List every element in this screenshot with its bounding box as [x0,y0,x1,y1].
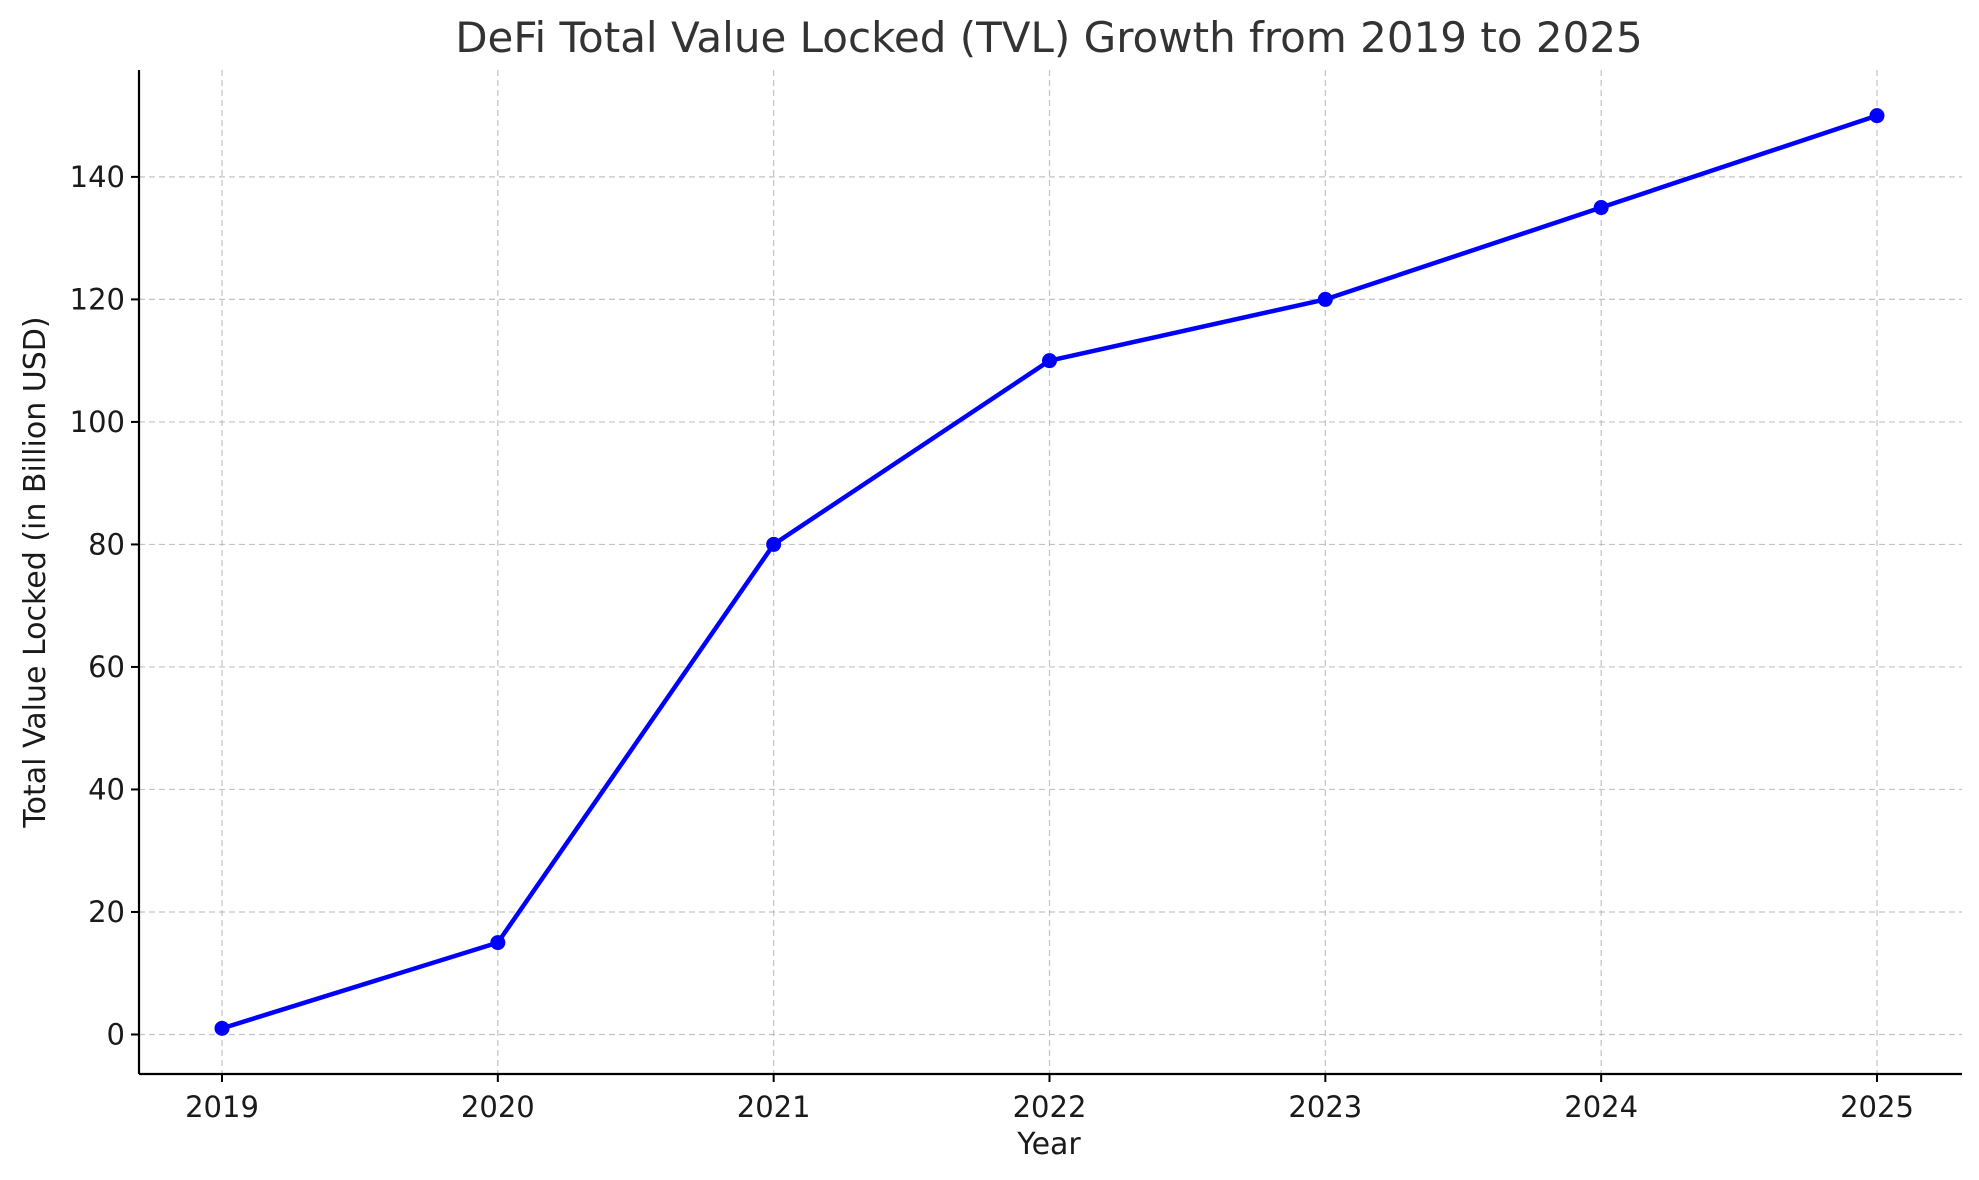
y-tick-label: 80 [88,527,125,561]
x-tick-label: 2019 [185,1090,259,1124]
y-tick-label: 140 [70,160,125,194]
tick-layer: 2019 2020 2021 2022 2023 2024 2025 0 20 40 60 80 100… [70,160,1914,1124]
data-point [1593,200,1609,216]
y-tick-label: 100 [70,405,125,439]
x-tick-label: 2023 [1288,1090,1362,1124]
data-point [1317,291,1333,307]
y-tick-label: 60 [88,650,125,684]
chart-title: DeFi Total Value Locked (TVL) Growth fro… [455,13,1643,62]
x-tick-label: 2025 [1840,1090,1914,1124]
x-tick-label: 2024 [1564,1090,1638,1124]
axes-layer [137,70,1962,1076]
x-tick-label: 2020 [461,1090,535,1124]
x-tick-label: 2021 [737,1090,811,1124]
x-axis-title: Year [1016,1127,1081,1162]
data-point [214,1020,230,1036]
data-point [1869,108,1885,124]
x-tick-label: 2022 [1013,1090,1087,1124]
data-point [766,536,782,552]
data-point [1042,353,1057,369]
y-tick-label: 40 [88,772,125,806]
grid-layer [139,70,1962,1074]
data-point [490,935,506,951]
series-layer [214,108,1885,1036]
y-tick-label: 0 [107,1017,125,1051]
y-tick-label: 120 [70,282,125,316]
y-tick-label: 20 [88,895,125,929]
y-axis-title: Total Value Locked (in Billion USD) [18,316,53,828]
